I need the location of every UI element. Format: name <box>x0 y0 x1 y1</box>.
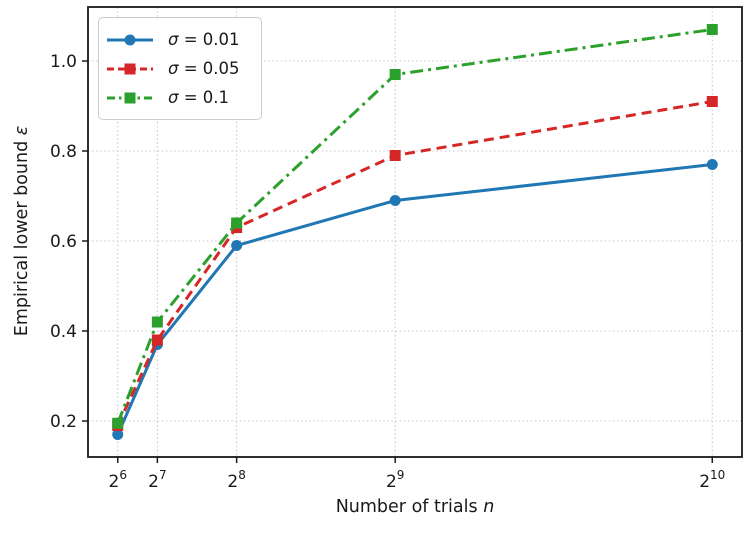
data-point-marker-square <box>151 334 163 346</box>
legend-label-value: = 0.1 <box>178 88 230 107</box>
legend-sample-marker <box>124 92 136 103</box>
series-line-dashed <box>116 100 713 427</box>
legend-box: σ = 0.01 σ = 0.05 σ = 0.1 <box>98 17 262 120</box>
data-point-marker-square <box>151 316 163 328</box>
x-tick-exponent: 7 <box>159 468 167 482</box>
legend-entry: σ = 0.1 <box>105 83 251 112</box>
y-tick-label: 0.8 <box>50 142 77 162</box>
plot-frame <box>87 6 743 458</box>
data-point-marker-circle <box>231 240 243 251</box>
y-tick-label: 0.4 <box>50 322 77 342</box>
x-tick-label: 28 <box>227 468 245 492</box>
data-point-marker-square <box>706 24 718 35</box>
legend-line-sample <box>107 63 153 74</box>
legend-label: σ = 0.1 <box>168 88 229 107</box>
x-tick-exponent: 10 <box>710 468 725 482</box>
legend-label-value: = 0.05 <box>178 59 240 78</box>
data-point-marker-circle <box>389 195 401 206</box>
y-tick-label: 1.0 <box>50 52 77 72</box>
x-tick-label: 29 <box>386 468 404 492</box>
y-tick-label: 0.6 <box>50 232 77 252</box>
data-point-marker-circle <box>112 429 124 440</box>
x-axis-label: Number of trials n <box>88 497 742 517</box>
x-tick-label: 26 <box>108 468 126 492</box>
data-point-marker-square <box>389 150 401 161</box>
legend-sigma-symbol: σ <box>168 30 179 49</box>
y-axis-label-text: Empirical lower bound <box>12 135 32 337</box>
legend-label: σ = 0.05 <box>168 59 240 78</box>
data-point-marker-square <box>112 417 124 429</box>
x-tick-exponent: 9 <box>397 468 405 482</box>
legend-sample-marker <box>124 34 136 45</box>
legend-entry: σ = 0.01 <box>105 25 251 54</box>
legend-label: σ = 0.01 <box>168 30 240 49</box>
y-axis-label-symbol-epsilon: ε <box>12 125 32 136</box>
y-axis-label: Empirical lower bound ε <box>12 81 32 381</box>
legend-entry: σ = 0.05 <box>105 54 251 83</box>
legend-line-sample <box>107 92 153 103</box>
legend-sample-marker <box>124 63 136 74</box>
y-tick-label: 0.2 <box>50 412 77 432</box>
x-axis-label-symbol-n: n <box>483 497 495 517</box>
data-point-marker-square <box>706 96 718 107</box>
x-tick-exponent: 6 <box>119 468 127 482</box>
x-axis-label-text: Number of trials <box>335 497 484 517</box>
data-point-marker-circle <box>706 159 718 170</box>
series-line-solid <box>116 163 713 436</box>
legend-line-sample <box>107 34 153 45</box>
legend-sigma-symbol: σ <box>168 88 179 107</box>
data-point-marker-square <box>231 217 243 229</box>
x-tick-exponent: 8 <box>238 468 246 482</box>
data-point-marker-square <box>389 69 401 80</box>
x-tick-label: 210 <box>699 468 725 492</box>
legend-label-value: = 0.01 <box>178 30 240 49</box>
x-tick-label: 27 <box>148 468 166 492</box>
legend-sigma-symbol: σ <box>168 59 179 78</box>
